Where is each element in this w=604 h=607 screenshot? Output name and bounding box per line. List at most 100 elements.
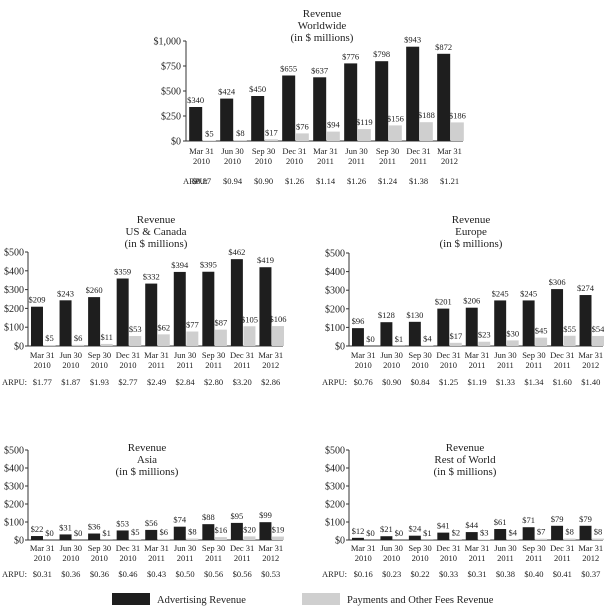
y-tick-label: $500 <box>4 446 24 457</box>
chart-title-line: Revenue <box>452 214 491 226</box>
bar-payments <box>563 335 576 346</box>
y-tick-label: $300 <box>4 482 24 493</box>
y-tick-label: $200 <box>4 500 24 511</box>
x-tick-label: Mar 31 <box>465 543 490 553</box>
arpu-value: $1.33 <box>496 377 515 387</box>
x-tick-label: Jun 30 <box>60 543 82 553</box>
chart-title-line: Revenue <box>446 442 485 454</box>
bar-advertising <box>380 536 393 540</box>
x-tick-label: Dec 31 <box>230 350 254 360</box>
arpu-value: $0.90 <box>254 176 273 186</box>
bar-payments <box>100 343 113 346</box>
bar-payments <box>506 340 519 346</box>
y-tick-label: $750 <box>161 62 181 73</box>
x-tick-label: 2010 <box>224 156 241 166</box>
bar-advertising <box>465 532 478 540</box>
data-label-payments: $5 <box>205 129 214 139</box>
data-label-advertising: $655 <box>280 64 297 74</box>
bar-payments <box>214 329 227 346</box>
data-label-payments: $0 <box>395 528 404 538</box>
data-label-advertising: $274 <box>577 283 595 293</box>
bar-advertising <box>351 328 364 346</box>
bar-advertising <box>380 322 393 346</box>
bar-advertising <box>230 522 243 540</box>
x-tick-label: 2011 <box>526 360 543 370</box>
data-label-payments: $6 <box>74 333 83 343</box>
chart-title-line: (in $ millions) <box>291 32 354 44</box>
x-tick-label: Jun 30 <box>494 543 516 553</box>
bar-advertising <box>88 297 101 346</box>
x-tick-label: 2011 <box>317 156 334 166</box>
bar-advertising <box>189 107 203 141</box>
x-tick-label: 2010 <box>412 553 429 563</box>
data-label-payments: $54 <box>592 324 604 334</box>
data-label-advertising: $22 <box>31 524 44 534</box>
data-label-payments: $3 <box>480 527 489 537</box>
arpu-label: ARPU: <box>322 569 347 579</box>
x-tick-label: Mar 31 <box>578 543 603 553</box>
x-tick-label: 2012 <box>582 360 599 370</box>
x-tick-label: 2010 <box>355 553 372 563</box>
arpu-value: $2.86 <box>261 377 280 387</box>
x-tick-label: 2010 <box>62 360 79 370</box>
bar-advertising <box>88 533 101 540</box>
data-label-payments: $4 <box>508 527 517 537</box>
y-tick-label: $500 <box>325 249 345 260</box>
data-label-payments: $188 <box>418 110 435 120</box>
data-label-advertising: $243 <box>57 288 74 298</box>
data-label-payments: $11 <box>100 332 112 342</box>
data-label-payments: $17 <box>449 331 462 341</box>
x-tick-label: 2011 <box>177 553 194 563</box>
chart-title-line: Rest of World <box>434 454 496 466</box>
x-tick-label: Jun 30 <box>345 146 367 156</box>
legend-label-payments: Payments and Other Fees Revenue <box>347 595 494 606</box>
y-tick-label: $400 <box>325 267 345 278</box>
data-label-payments: $8 <box>236 128 245 138</box>
y-tick-label: $400 <box>4 464 24 475</box>
arpu-value: $0.87 <box>192 176 211 186</box>
x-tick-label: 2010 <box>355 360 372 370</box>
x-tick-label: Dec 31 <box>116 543 140 553</box>
x-tick-label: 2012 <box>262 360 279 370</box>
x-tick-label: Mar 31 <box>30 543 55 553</box>
bar-advertising <box>494 529 507 540</box>
bar-advertising <box>59 300 72 346</box>
y-tick-label: $1,000 <box>154 37 182 48</box>
x-tick-label: Mar 31 <box>144 350 169 360</box>
y-tick-label: $0 <box>335 342 345 353</box>
data-label-payments: $5 <box>131 527 140 537</box>
data-label-advertising: $128 <box>378 310 395 320</box>
data-label-advertising: $41 <box>437 521 450 531</box>
x-tick-label: 2011 <box>410 156 427 166</box>
bar-payments <box>243 536 256 540</box>
x-tick-label: 2010 <box>91 360 108 370</box>
x-tick-label: 2011 <box>205 553 222 563</box>
x-tick-label: Jun 30 <box>494 350 516 360</box>
bar-advertising <box>59 534 72 540</box>
data-label-payments: $0 <box>366 334 375 344</box>
data-label-payments: $30 <box>506 328 519 338</box>
arpu-value: $0.36 <box>90 569 109 579</box>
arpu-value: $0.22 <box>411 569 430 579</box>
data-label-advertising: $99 <box>259 510 272 520</box>
data-label-advertising: $53 <box>116 518 129 528</box>
x-tick-label: Mar 31 <box>351 543 376 553</box>
bar-payments <box>233 140 247 141</box>
bar-payments <box>186 538 199 540</box>
x-tick-label: 2010 <box>193 156 210 166</box>
bar-advertising <box>522 527 535 540</box>
data-label-advertising: $79 <box>579 514 592 524</box>
bar-advertising <box>406 46 420 142</box>
bar-advertising <box>494 300 507 346</box>
chart-title-line: (in $ millions) <box>440 238 503 250</box>
data-label-payments: $4 <box>423 333 432 343</box>
bar-advertising <box>408 321 421 346</box>
data-label-payments: $8 <box>594 527 603 537</box>
arpu-label: ARPU: <box>2 569 27 579</box>
bar-payments <box>419 122 433 141</box>
bar-payments <box>592 335 604 346</box>
